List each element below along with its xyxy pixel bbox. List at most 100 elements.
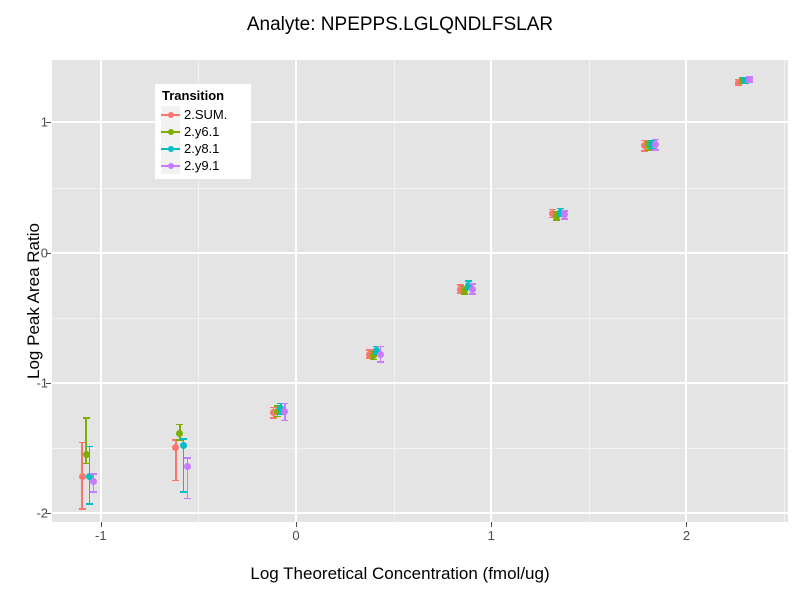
data-point: [556, 208, 564, 216]
error-bar-cap-lower: [373, 353, 381, 355]
error-bar: [85, 417, 87, 464]
error-bar-cap-lower: [365, 357, 373, 359]
data-point: [273, 407, 281, 415]
legend-item-2: 2.y8.1: [161, 140, 245, 157]
y-tick-mark: [46, 122, 51, 124]
error-bar-cap-upper: [373, 345, 381, 348]
error-bar-cap-lower: [281, 419, 289, 422]
gridline-major-vertical: [99, 60, 102, 522]
error-bar-cap-upper: [560, 210, 568, 212]
gridline-minor-horizontal: [52, 317, 788, 319]
legend-item-1: 2.y6.1: [161, 123, 245, 140]
error-bar-cap-lower: [277, 413, 285, 415]
gridline-minor-vertical: [588, 60, 590, 522]
legend-item-label: 2.SUM.: [184, 107, 228, 122]
error-bar-cap-lower: [172, 479, 180, 482]
data-point: [172, 444, 180, 452]
data-point: [640, 142, 648, 150]
error-bar-cap-upper: [82, 417, 90, 419]
error-bar-cap-upper: [179, 437, 187, 440]
error-bar-cap-upper: [90, 473, 98, 475]
x-tick-label: 2: [682, 528, 691, 543]
error-bar-cap-lower: [549, 216, 557, 219]
error-bar-cap-upper: [281, 402, 289, 405]
data-point: [648, 141, 656, 149]
data-point: [746, 76, 754, 84]
data-point: [176, 430, 184, 437]
error-bar-cap-lower: [652, 148, 660, 151]
data-point: [82, 450, 90, 458]
error-bar-cap-lower: [556, 215, 564, 217]
y-tick-label: 0: [40, 245, 48, 261]
error-bar-cap-lower: [369, 358, 377, 361]
error-bar: [186, 458, 189, 499]
error-bar-cap-lower: [461, 293, 469, 296]
gridline-major-horizontal: [52, 511, 788, 514]
data-point: [179, 441, 187, 449]
x-tick-mark: [491, 522, 493, 527]
x-tick-mark: [100, 522, 102, 527]
error-bar-cap-lower: [176, 439, 184, 441]
x-axis-title: Log Theoretical Concentration (fmol/ug): [250, 564, 550, 583]
error-bar-cap-upper: [183, 457, 191, 460]
data-point: [269, 409, 277, 417]
y-tick-label: -2: [36, 505, 48, 521]
gridline-minor-horizontal: [52, 187, 788, 189]
x-tick-mark: [296, 522, 298, 527]
error-bar-cap-lower: [86, 502, 94, 505]
error-bar-cap-lower: [553, 219, 561, 221]
data-point: [377, 350, 385, 358]
error-bar-cap-upper: [269, 406, 277, 409]
error-bar: [175, 440, 177, 481]
error-bar-cap-upper: [652, 138, 660, 141]
error-bar-cap-upper: [549, 208, 557, 211]
y-tick-mark: [46, 252, 51, 254]
error-bar-cap-upper: [640, 139, 648, 142]
legend-title: Transition: [162, 88, 225, 103]
data-point: [281, 407, 289, 415]
error-bar-cap-upper: [86, 445, 94, 448]
legend: Transition 2.SUM. 2.y6.1 2.y8.1 2.y9.1: [155, 84, 251, 179]
error-bar-cap-lower: [183, 497, 191, 500]
error-bar-cap-lower: [644, 148, 652, 151]
error-bar-cap-lower: [457, 292, 465, 294]
data-point: [468, 285, 476, 293]
y-tick-label: 1: [40, 114, 48, 130]
error-bar-cap-lower: [82, 462, 90, 465]
gridline-major-vertical: [295, 60, 298, 522]
x-tick-label: 0: [292, 528, 300, 543]
error-bar-cap-upper: [377, 345, 385, 348]
error-bar-cap-upper: [648, 139, 656, 142]
data-point: [365, 350, 373, 358]
error-bar-cap-lower: [560, 217, 568, 220]
data-point: [86, 472, 94, 480]
error-bar-cap-upper: [556, 207, 564, 210]
error-bar-cap-lower: [90, 491, 98, 493]
gridline-major-horizontal: [52, 381, 788, 384]
gridline-major-horizontal: [52, 121, 788, 124]
gridline-major-vertical: [490, 60, 493, 522]
gridline-major-horizontal: [52, 251, 788, 254]
legend-item-label: 2.y9.1: [184, 158, 220, 173]
data-point: [277, 405, 285, 413]
error-bar-cap-upper: [78, 441, 86, 444]
legend-key-icon: [161, 140, 180, 157]
legend-key-icon: [161, 106, 180, 123]
legend-item-label: 2.y8.1: [184, 141, 220, 156]
gridline-major-vertical: [685, 60, 688, 522]
x-tick-label: 1: [487, 528, 495, 543]
data-point: [652, 141, 660, 149]
gridline-minor-vertical: [198, 60, 200, 522]
y-tick-label: -1: [36, 375, 48, 391]
error-bar-cap-lower: [648, 147, 656, 150]
error-bar-cap-upper: [457, 284, 465, 286]
error-bar-cap-lower: [377, 361, 385, 363]
data-point: [461, 286, 469, 294]
data-point: [78, 472, 86, 480]
data-point: [464, 281, 472, 289]
gridline-minor-vertical: [784, 60, 786, 522]
data-point: [742, 77, 750, 85]
error-bar-cap-lower: [269, 417, 277, 419]
error-bar-cap-lower: [468, 293, 476, 296]
data-point: [90, 478, 98, 486]
